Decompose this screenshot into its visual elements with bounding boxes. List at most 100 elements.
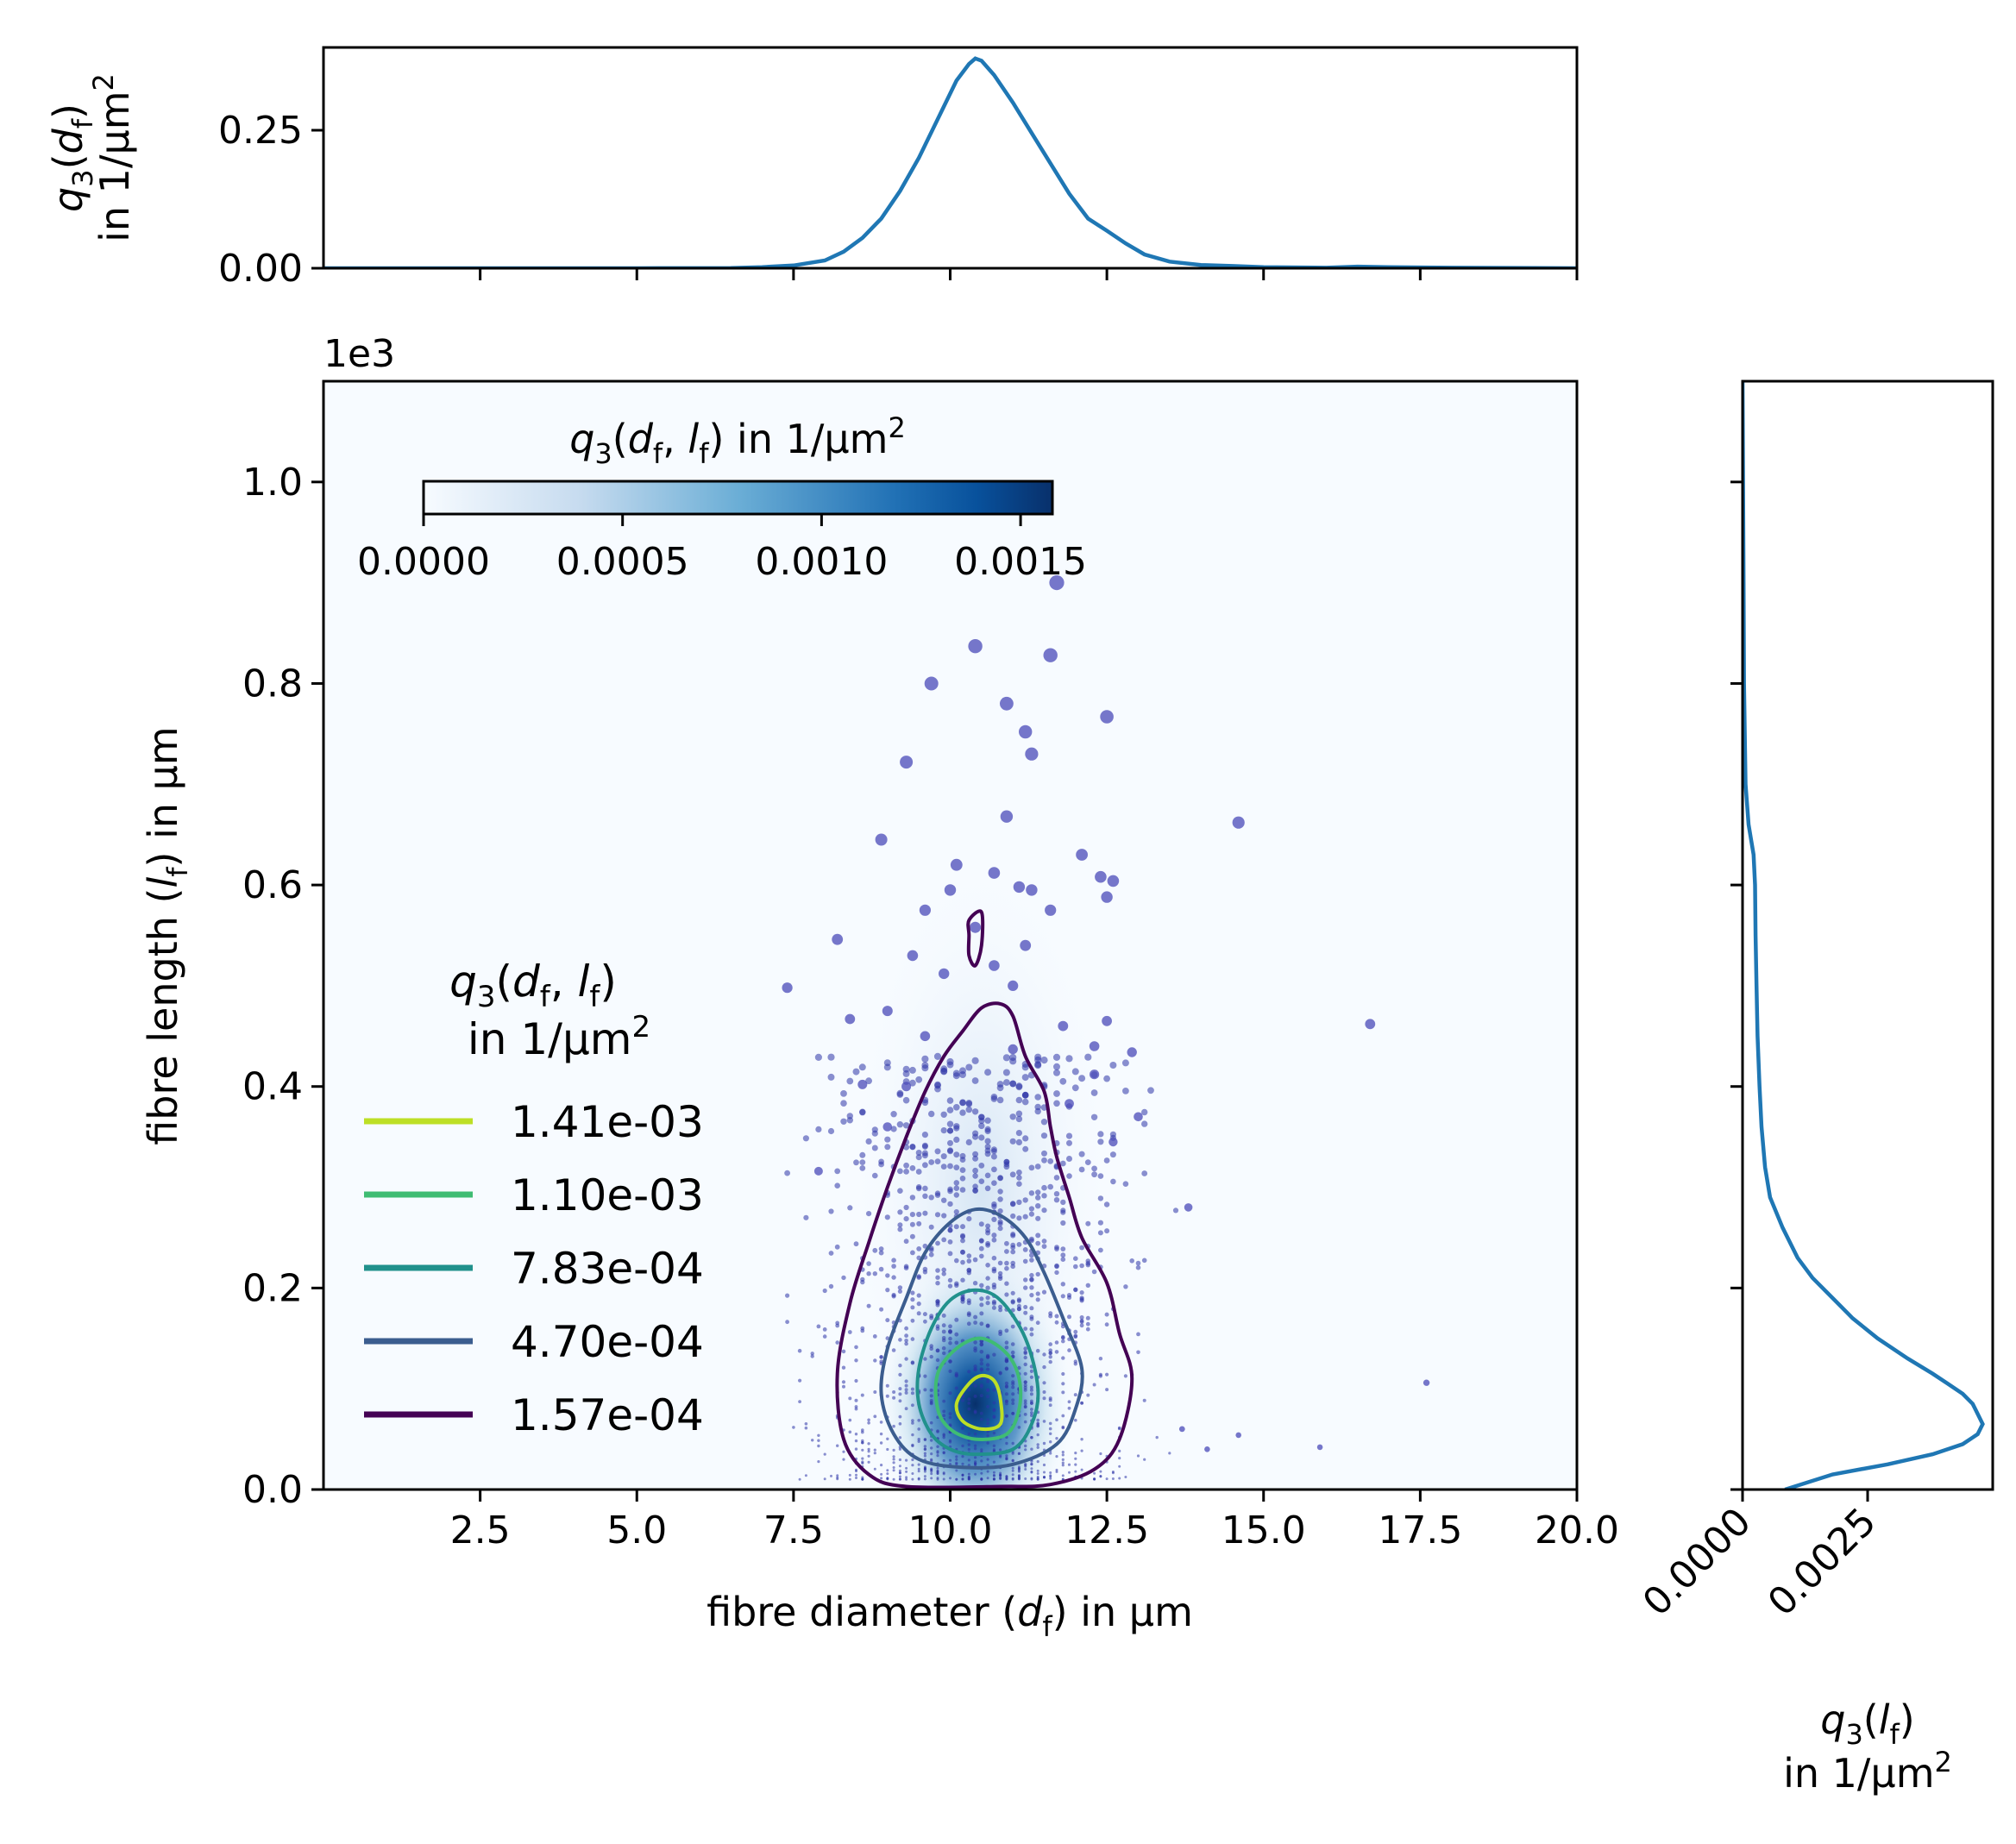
scatter-point — [898, 1392, 902, 1396]
scatter-point — [942, 1351, 946, 1356]
scatter-point — [991, 1283, 997, 1288]
scatter-point — [1074, 1418, 1077, 1422]
scatter-point — [1093, 1477, 1096, 1481]
scatter-point — [886, 1447, 889, 1452]
scatter-point — [947, 1239, 953, 1245]
scatter-point — [1054, 1246, 1059, 1251]
scatter-point — [834, 1182, 840, 1189]
scatter-point — [959, 1071, 966, 1078]
scatter-point — [935, 1348, 940, 1353]
scatter-point — [1041, 1193, 1047, 1199]
scatter-point — [1073, 1334, 1078, 1339]
scatter-point — [910, 1318, 915, 1323]
scatter-point — [1029, 1327, 1034, 1332]
scatter-point — [915, 1076, 923, 1083]
scatter-point — [1022, 1214, 1028, 1220]
scatter-point — [1023, 1351, 1027, 1356]
scatter-point — [903, 1162, 909, 1169]
scatter-point — [984, 1147, 991, 1154]
scatter-point — [822, 1288, 827, 1294]
scatter-point — [836, 1474, 839, 1477]
scatter-point — [1052, 1053, 1061, 1061]
scatter-point — [947, 1283, 953, 1289]
scatter-point — [867, 1450, 870, 1453]
right-xlabel-line2: in 1/µm2 — [1783, 1746, 1952, 1797]
scatter-point — [804, 1426, 808, 1430]
scatter-point — [986, 1388, 990, 1392]
scatter-point — [1011, 1469, 1014, 1472]
scatter-outlier — [1100, 710, 1114, 724]
scatter-point — [1029, 1277, 1034, 1283]
scatter-point — [941, 1197, 947, 1203]
scatter-point — [1010, 1213, 1016, 1220]
scatter-point — [785, 1320, 789, 1325]
scatter-point — [923, 1438, 927, 1442]
scatter-point — [1065, 1132, 1073, 1139]
scatter-point — [985, 1363, 990, 1367]
scatter-point — [1048, 1348, 1052, 1352]
scatter-point — [928, 1247, 934, 1253]
scatter-point — [1030, 1414, 1033, 1417]
scatter-point — [1073, 1362, 1078, 1366]
scatter-point — [898, 1436, 902, 1439]
xtick-label: 2.5 — [450, 1508, 511, 1552]
scatter-point — [848, 1430, 852, 1434]
scatter-point — [1011, 1473, 1014, 1477]
colorbar-tick-label: 0.0005 — [556, 540, 689, 584]
scatter-point — [1084, 1159, 1091, 1165]
scatter-point — [959, 1187, 966, 1193]
scatter-point — [1048, 1359, 1052, 1364]
scatter-point — [940, 1163, 947, 1170]
scatter-point — [960, 1224, 965, 1230]
scatter-point — [979, 1350, 984, 1354]
scatter-point — [1021, 1063, 1029, 1071]
scatter-point — [885, 1273, 890, 1278]
scatter-point — [897, 1168, 903, 1175]
scatter-point — [878, 1158, 884, 1165]
scatter-point — [909, 1212, 915, 1218]
scatter-point — [991, 1268, 997, 1274]
scatter-point — [1103, 1075, 1110, 1082]
scatter-point — [941, 1237, 947, 1243]
scatter-point — [1028, 1206, 1034, 1212]
scatter-point — [846, 1077, 854, 1085]
scatter-point — [904, 1379, 908, 1383]
scatter-point — [1066, 1156, 1072, 1162]
scatter-point — [898, 1422, 902, 1426]
scatter-point — [923, 1475, 926, 1478]
scatter-point — [1172, 1207, 1179, 1214]
scatter-point — [1005, 1399, 1008, 1403]
scatter-point — [898, 1475, 901, 1478]
scatter-point — [854, 1398, 858, 1402]
scatter-point — [936, 1477, 939, 1481]
scatter-point — [1048, 1396, 1052, 1401]
scatter-point — [967, 1432, 971, 1436]
scatter-point — [967, 1477, 970, 1481]
scatter-point — [1061, 1461, 1065, 1465]
scatter-point — [935, 1299, 940, 1304]
scatter-point — [1022, 1247, 1028, 1252]
scatter-point — [1071, 1084, 1079, 1092]
scatter-point — [854, 1358, 858, 1363]
scatter-point — [1061, 1414, 1065, 1418]
scatter-point — [992, 1408, 996, 1412]
scatter-point — [916, 1274, 921, 1279]
contour-1.41e-03 — [954, 1373, 1004, 1432]
scatter-point — [991, 1232, 997, 1239]
scatter-point — [817, 1444, 820, 1448]
scatter-point — [1030, 1470, 1033, 1473]
xtick-label: 7.5 — [763, 1508, 824, 1552]
scatter-point — [1104, 1322, 1109, 1327]
scatter-point — [954, 1332, 959, 1337]
scatter-point — [1023, 1386, 1027, 1389]
scatter-point — [986, 1379, 990, 1383]
scatter-point — [1090, 1113, 1098, 1121]
scatter-point — [1047, 1158, 1054, 1164]
scatter-point — [866, 1211, 872, 1217]
scatter-point — [1080, 1402, 1083, 1405]
scatter-point — [1022, 1145, 1029, 1152]
scatter-point — [892, 1390, 896, 1394]
scatter-point — [992, 1477, 995, 1481]
scatter-point — [904, 1333, 908, 1339]
scatter-point — [1136, 1454, 1140, 1458]
